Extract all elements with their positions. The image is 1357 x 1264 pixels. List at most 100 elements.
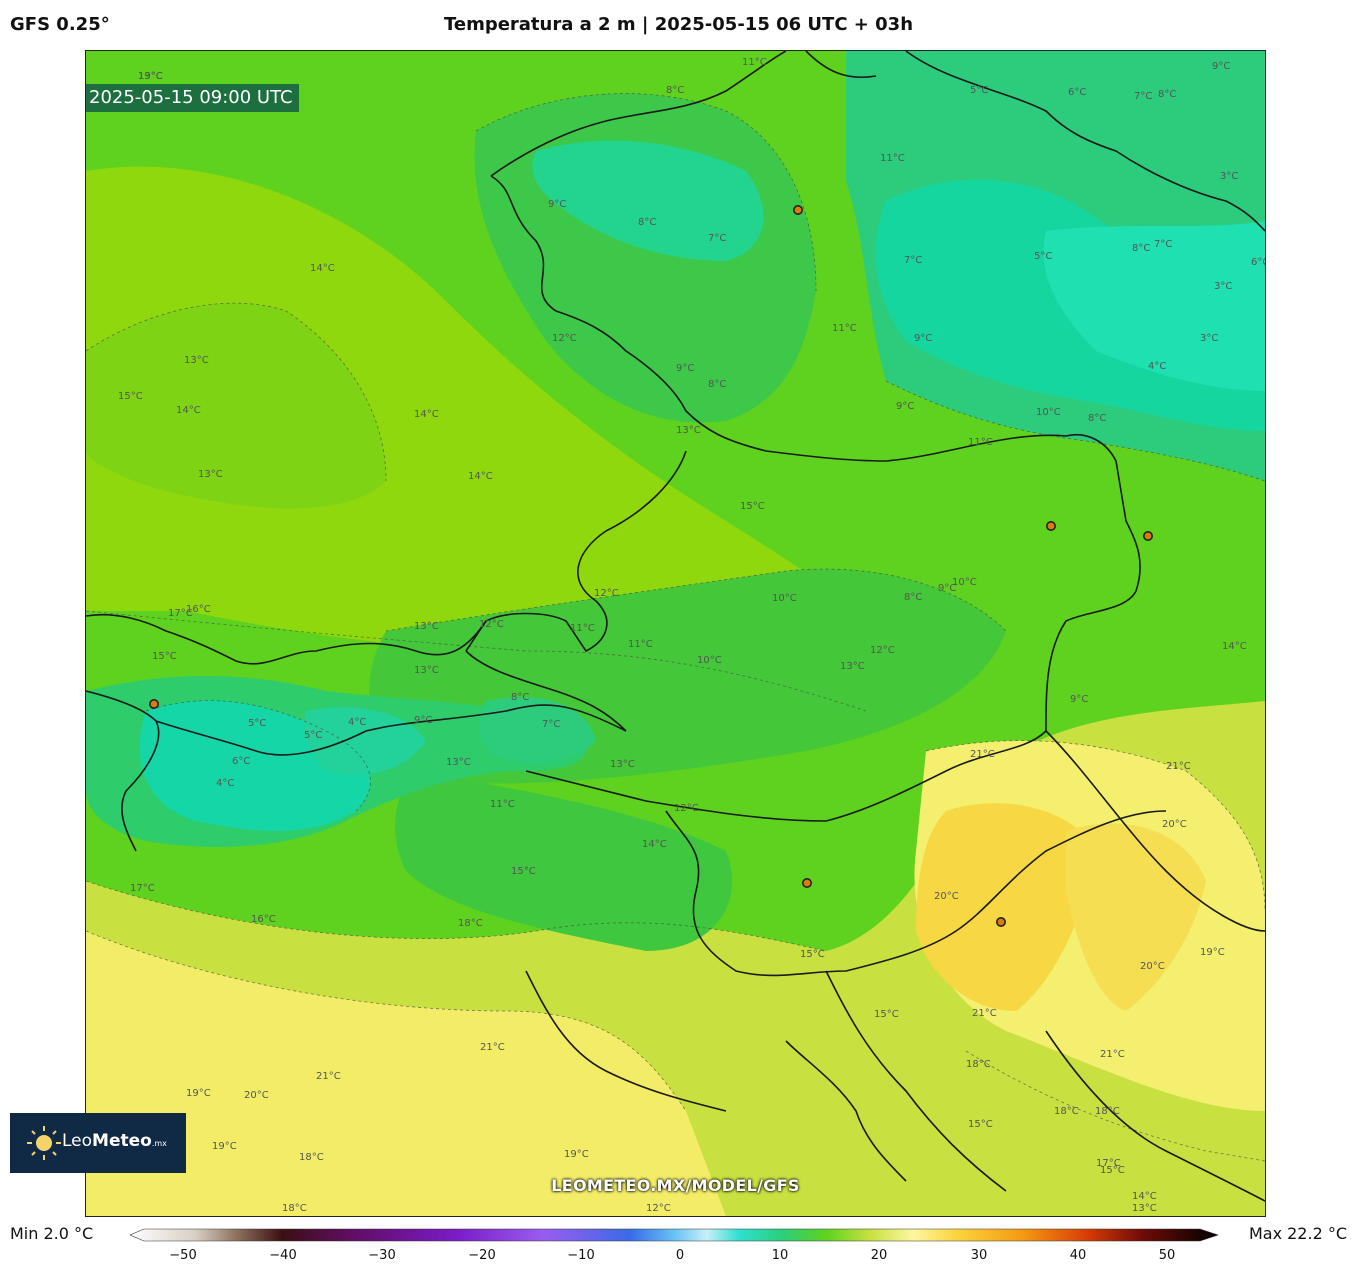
isotherm-label: 6°C: [1251, 257, 1265, 268]
isotherm-label: 14°C: [310, 263, 335, 274]
isotherm-label: 13°C: [198, 469, 223, 480]
isotherm-label: 16°C: [251, 914, 276, 925]
isotherm-label: 12°C: [594, 588, 619, 599]
max-label: Max 22.2 °C: [1248, 1224, 1347, 1243]
isotherm-label: 14°C: [1132, 1191, 1157, 1202]
isotherm-label: 4°C: [348, 717, 366, 728]
isotherm-label: 19°C: [564, 1149, 589, 1160]
isotherm-label: 11°C: [880, 153, 905, 164]
tick-label: 20: [870, 1248, 888, 1263]
isotherm-label: 21°C: [972, 1008, 997, 1019]
isotherm-label: 19°C: [1200, 947, 1225, 958]
isotherm-label: 12°C: [479, 619, 504, 630]
isotherm-label: 13°C: [676, 425, 701, 436]
isotherm-label: 11°C: [832, 323, 857, 334]
isotherm-label: 20°C: [1162, 819, 1187, 830]
isotherm-label: 5°C: [304, 730, 322, 741]
isotherm-label: 18°C: [1095, 1106, 1120, 1117]
isotherm-label: 9°C: [676, 363, 694, 374]
valid-time-label: 2025-05-15 09:00 UTC: [86, 84, 299, 112]
tick-label: −40: [269, 1248, 297, 1263]
isotherm-label: 9°C: [548, 199, 566, 210]
isotherm-label: 7°C: [708, 233, 726, 244]
isotherm-label: 9°C: [914, 333, 932, 344]
isotherm-label: 14°C: [414, 409, 439, 420]
isotherm-label: 20°C: [1140, 961, 1165, 972]
isotherm-label: 14°C: [468, 471, 493, 482]
city-marker: [792, 205, 803, 216]
isotherm-label: 15°C: [874, 1009, 899, 1020]
isotherm-label: 21°C: [1166, 761, 1191, 772]
isotherm-label: 6°C: [1068, 87, 1086, 98]
isotherm-label: 4°C: [1148, 361, 1166, 372]
isotherm-label: 15°C: [118, 391, 143, 402]
isotherm-label: 17°C: [130, 883, 155, 894]
isotherm-label: 8°C: [511, 692, 529, 703]
isotherm-label: 9°C: [1070, 694, 1088, 705]
isotherm-label: 20°C: [244, 1090, 269, 1101]
city-marker: [995, 916, 1006, 927]
isotherm-label: 13°C: [184, 355, 209, 366]
colorbar-ticks: −50 −40 −30 −20 −10 0 10 20 30 40 50: [0, 1248, 1357, 1264]
isotherm-label: 19°C: [186, 1088, 211, 1099]
isotherm-label: 8°C: [1158, 89, 1176, 100]
isotherm-label: 12°C: [646, 1203, 671, 1214]
isotherm-label: 9°C: [896, 401, 914, 412]
isotherm-label: 19°C: [138, 71, 163, 82]
isotherm-label: 18°C: [966, 1059, 991, 1070]
isotherm-label: 15°C: [511, 866, 536, 877]
isotherm-label: 15°C: [1100, 1165, 1125, 1176]
isotherm-label: 13°C: [446, 757, 471, 768]
tick-label: −10: [567, 1248, 595, 1263]
isotherm-label: 13°C: [414, 665, 439, 676]
isotherm-label: 9°C: [1212, 61, 1230, 72]
isotherm-label: 11°C: [570, 623, 595, 634]
logo-wordmark: LeoMeteo.mx: [62, 1131, 167, 1151]
tick-label: 0: [675, 1248, 685, 1263]
isotherm-label: 3°C: [1214, 281, 1232, 292]
isotherm-label: 17°C: [1096, 1158, 1121, 1169]
isotherm-label: 5°C: [248, 718, 266, 729]
isotherm-label: 13°C: [1132, 1203, 1157, 1214]
isotherm-label: 13°C: [840, 661, 865, 672]
isotherm-label: 21°C: [970, 749, 995, 760]
isotherm-label: 12°C: [870, 645, 895, 656]
isotherm-label: 6°C: [232, 756, 250, 767]
isotherm-label: 8°C: [904, 592, 922, 603]
tick-label: 30: [970, 1248, 988, 1263]
isotherm-label: 10°C: [697, 655, 722, 666]
isotherm-label: 13°C: [414, 621, 439, 632]
temperature-map[interactable]: 13°C 11°C 8°C 5°C 6°C 7°C 8°C 9°C 11°C 3°C 9°C 8°C 7…: [85, 50, 1266, 1217]
isotherm-label: 14°C: [1222, 641, 1247, 652]
isotherm-label: 7°C: [542, 719, 560, 730]
isotherm-label: 14°C: [176, 405, 201, 416]
isotherm-label: 20°C: [934, 891, 959, 902]
isotherm-label: 15°C: [152, 651, 177, 662]
isotherm-label: 4°C: [216, 778, 234, 789]
isotherm-label: 5°C: [970, 85, 988, 96]
isotherm-label: 10°C: [772, 593, 797, 604]
isotherm-label: 13°C: [610, 759, 635, 770]
tick-label: 10: [771, 1248, 789, 1263]
tick-label: 50: [1158, 1248, 1176, 1263]
min-label: Min 2.0 °C: [10, 1224, 94, 1243]
isotherm-label: 15°C: [740, 501, 765, 512]
isotherm-label: 8°C: [1132, 243, 1150, 254]
isotherm-label: 13°C: [138, 71, 163, 82]
isotherm-label: 3°C: [1200, 333, 1218, 344]
city-marker: [148, 698, 159, 709]
chart-title: Temperatura a 2 m | 2025-05-15 06 UTC + …: [443, 14, 914, 35]
isotherm-label: 8°C: [638, 217, 656, 228]
isotherm-label: 18°C: [282, 1203, 307, 1214]
model-label: GFS 0.25°: [10, 14, 110, 35]
city-marker: [1045, 520, 1056, 531]
isotherm-label: 7°C: [1154, 239, 1172, 250]
isotherm-label: 9°C: [938, 583, 956, 594]
isotherm-label: 8°C: [1088, 413, 1106, 424]
isotherm-label: 18°C: [1054, 1106, 1079, 1117]
isotherm-label: 21°C: [316, 1071, 341, 1082]
leometeo-logo: LeoMeteo.mx: [10, 1113, 186, 1173]
isotherm-label: 21°C: [1100, 1049, 1125, 1060]
isotherm-label: 17°C: [168, 608, 193, 619]
isotherm-label: 12°C: [552, 333, 577, 344]
